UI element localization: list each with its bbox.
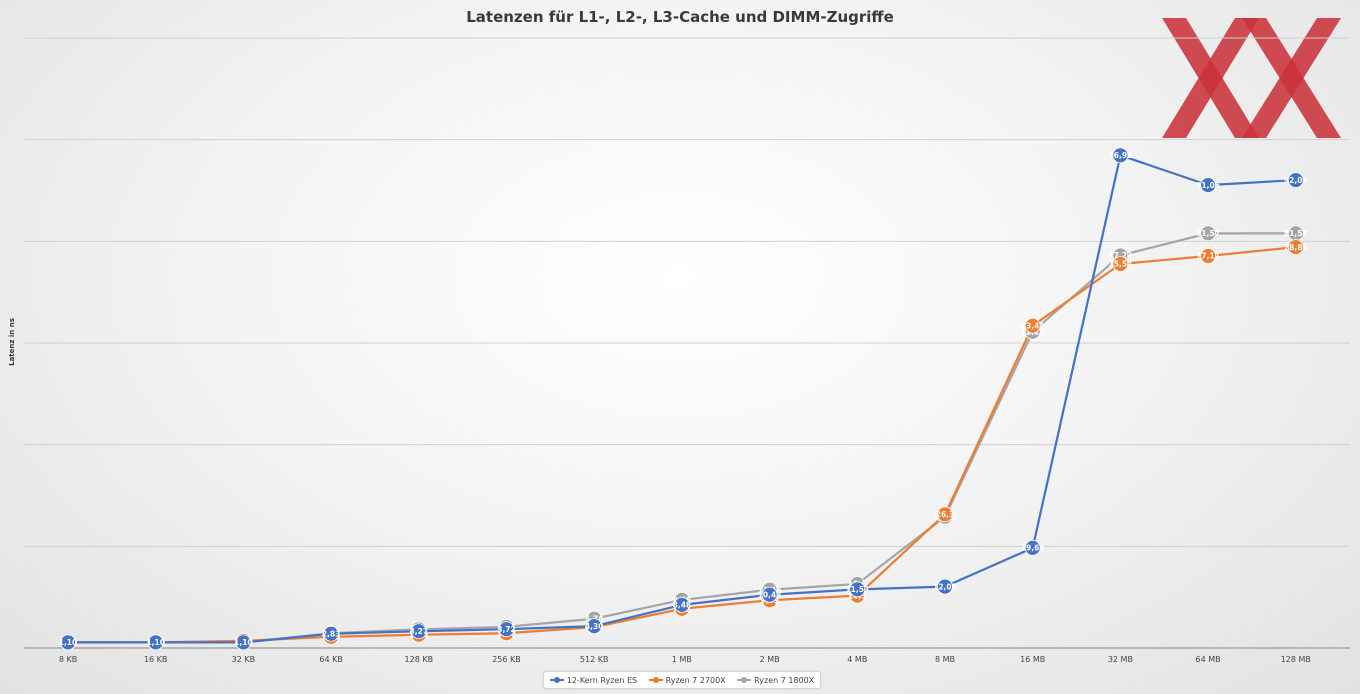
data-label: 75,54	[1109, 260, 1133, 269]
data-point	[937, 578, 953, 595]
data-label: 12,07	[933, 582, 957, 591]
x-tick-label: 32 KB	[232, 655, 255, 664]
data-point	[147, 634, 164, 651]
data-point	[1024, 317, 1041, 334]
data-point	[761, 586, 778, 603]
data-label: 11,53	[845, 585, 869, 594]
data-label: 3,72	[497, 625, 516, 634]
data-point	[1200, 248, 1216, 264]
x-tick-label: 128 MB	[1281, 655, 1311, 664]
data-point	[849, 581, 866, 598]
legend-item: Ryzen 7 1800X	[737, 676, 814, 685]
data-label: 10,48	[758, 590, 782, 599]
data-label: 81,57	[1284, 229, 1308, 238]
x-tick-label: 64 KB	[319, 655, 342, 664]
x-tick-label: 8 KB	[59, 655, 77, 664]
legend-item: Ryzen 7 2700X	[648, 675, 726, 685]
data-point	[1200, 225, 1216, 242]
logo-stroke-1	[1162, 18, 1259, 138]
data-point	[586, 618, 603, 635]
data-label: 26,3	[936, 510, 955, 519]
series-line-0	[68, 154, 1296, 644]
data-point	[1112, 256, 1129, 272]
series-layer: 1,101,101,102,913,674,175,769,4611,4612,…	[59, 147, 1308, 651]
data-label: 8,48	[673, 601, 692, 610]
xx-logo	[1162, 18, 1341, 138]
series-line-2	[68, 232, 1296, 644]
data-label: 19,69	[1021, 544, 1045, 553]
data-point	[323, 625, 340, 642]
series-lines	[68, 154, 1296, 644]
data-point	[235, 634, 252, 651]
data-label: 1,10	[59, 638, 78, 647]
data-point	[1287, 239, 1304, 256]
data-label: 1,10	[234, 638, 253, 647]
data-point	[1024, 540, 1041, 556]
data-point	[937, 506, 953, 523]
legend: 12-Kern Ryzen ES Ryzen 7 2700X Ryzen 7 180…	[543, 671, 821, 689]
data-point	[1200, 177, 1216, 194]
x-tick-label: 16 KB	[144, 655, 167, 664]
x-tick-label: 2 MB	[760, 655, 780, 664]
x-tick-label: 1 MB	[672, 655, 692, 664]
x-tick-label: 8 MB	[935, 655, 955, 664]
data-label: 78,86	[1284, 243, 1308, 252]
data-label: 63,41	[1021, 321, 1045, 330]
data-point	[410, 623, 427, 640]
x-tick-label: 64 MB	[1196, 655, 1221, 664]
data-label: 3,27	[410, 627, 429, 636]
x-tick-label: 128 KB	[405, 655, 434, 664]
data-point	[60, 634, 76, 651]
x-tick-label: 256 KB	[492, 655, 521, 664]
legend-label: Ryzen 7 2700X	[665, 675, 726, 685]
legend-item: 12-Kern Ryzen ES	[549, 675, 638, 685]
legend-swatch	[549, 677, 564, 683]
data-label: 96,92	[1109, 151, 1133, 160]
series-points: 1,101,101,102,913,674,175,769,4611,4612,…	[59, 147, 1308, 651]
data-label: 77,11	[1196, 252, 1220, 261]
chart-title: Latenzen für L1-, L2-, L3-Cache und DIMM…	[466, 8, 894, 26]
gridlines	[24, 37, 1350, 649]
x-tick-label: 512 KB	[580, 655, 609, 664]
x-tick-label: 4 MB	[847, 655, 867, 664]
legend-swatch	[648, 677, 663, 683]
data-label: 77,22	[1109, 251, 1133, 260]
data-label: 81,57	[1196, 229, 1220, 238]
x-axis-ticks: 8 KB 16 KB 32 KB 64 KB 128 KB 256 KB 512 KB 1 M…	[59, 655, 1311, 664]
data-point	[1287, 172, 1304, 188]
data-label: 4,30	[585, 622, 604, 631]
data-label: 92,05	[1284, 176, 1308, 185]
x-tick-label: 32 MB	[1108, 655, 1133, 664]
x-tick-label: 16 MB	[1020, 655, 1045, 664]
legend-label: Ryzen 7 1800X	[754, 675, 815, 685]
data-point	[498, 621, 515, 638]
legend-swatch	[737, 677, 752, 683]
data-label: 2,83	[322, 629, 341, 638]
data-label: 91,06	[1196, 181, 1220, 190]
logo-stroke-3	[1242, 18, 1341, 138]
data-point	[674, 596, 690, 613]
data-point	[1112, 147, 1129, 164]
legend-label: 12-Kern Ryzen ES	[566, 675, 638, 685]
data-label: 1,10	[146, 638, 165, 647]
